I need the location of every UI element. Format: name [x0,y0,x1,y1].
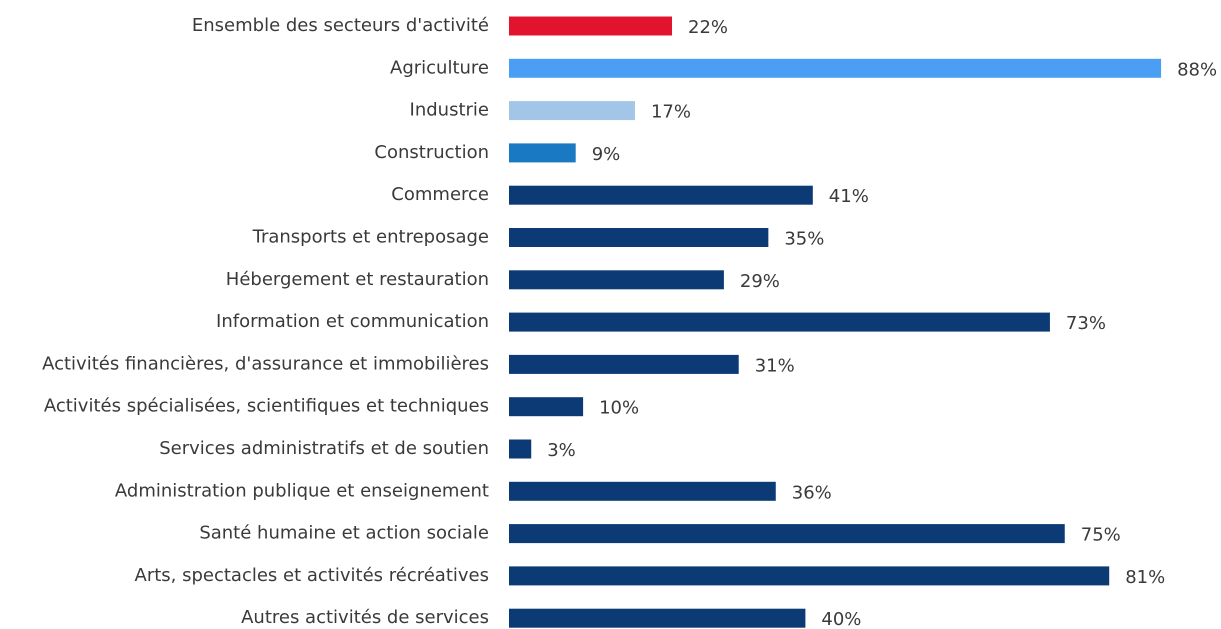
value-label: 17% [651,102,691,123]
category-label: Services administratifs et de soutien [159,438,489,459]
bar [509,185,813,205]
value-label: 81% [1125,567,1165,588]
category-label: Ensemble des secteurs d'activité [192,15,489,36]
bar [509,397,584,417]
value-label: 36% [792,482,832,503]
bar [509,228,769,247]
value-label: 9% [592,144,621,165]
bar [509,481,776,501]
category-label: Santé humaine et action sociale [199,523,489,544]
value-label: 35% [784,229,824,250]
bar [509,270,724,290]
category-label: Arts, spectacles et activités récréative… [135,565,490,586]
bar [509,16,673,36]
bar [509,439,532,459]
bar [509,143,576,163]
category-label: Industrie [410,100,489,121]
category-label: Commerce [391,184,489,205]
value-label: 3% [547,440,576,461]
value-label: 10% [599,398,639,419]
category-label: Autres activités de services [241,607,489,628]
value-label: 75% [1081,525,1121,546]
category-label: Information et communication [216,311,489,332]
value-label: 40% [821,609,861,629]
category-label: Construction [374,142,489,163]
bar [509,524,1065,544]
bar [509,312,1050,332]
bar [509,101,635,121]
bar [509,354,739,374]
bar [509,566,1110,586]
category-label: Transports et entreposage [252,227,489,248]
category-label: Activités spécialisées, scientifiques et… [44,396,489,417]
category-label: Hébergement et restauration [226,269,489,290]
category-label: Administration publique et enseignement [115,480,489,501]
value-label: 31% [755,355,795,376]
bar [509,608,806,628]
value-label: 41% [829,186,869,207]
value-label: 29% [740,271,780,292]
category-label: Agriculture [390,57,489,78]
value-label: 88% [1177,59,1217,80]
value-label: 22% [688,17,728,38]
bar [509,58,1162,78]
value-label: 73% [1066,313,1106,334]
category-label: Activités financières, d'assurance et im… [42,353,489,374]
